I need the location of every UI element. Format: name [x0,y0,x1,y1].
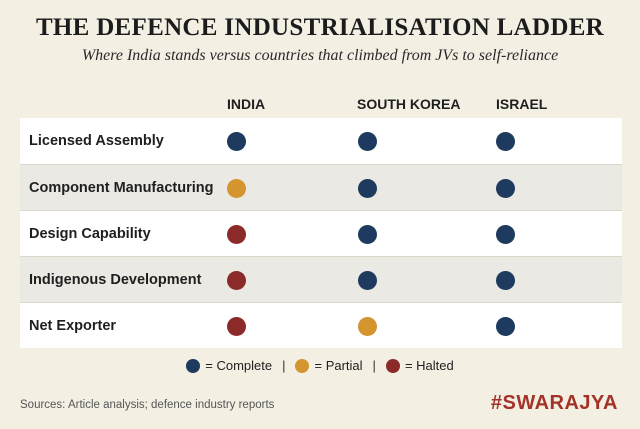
legend-label: = Complete [205,358,273,373]
legend-separator: | [282,358,286,373]
status-dot-partial [358,317,377,336]
sources-note: Sources: Article analysis; defence indus… [20,399,275,411]
row-label: Licensed Assembly [29,133,164,149]
ladder-table: Licensed Assembly Component Manufacturing… [20,118,622,348]
table-row: Design Capability [20,210,622,256]
legend-item-halted: = Halted [385,358,454,373]
brand-logo: #SWARAJYA [490,392,618,414]
column-header-israel: ISRAEL [496,96,548,120]
chart-subtitle: Where India stands versus countries that… [81,47,559,64]
chart-title: THE DEFENCE INDUSTRIALISATION LADDER [35,14,605,41]
status-dot-complete [358,179,377,198]
status-dot-complete [496,179,515,198]
status-dot-complete [496,271,515,290]
row-label: Component Manufacturing [29,180,214,196]
legend-item-complete: = Complete [186,358,272,373]
status-dot-complete [496,317,515,336]
legend-label: = Halted [404,358,454,373]
legend-label: = Partial [314,358,363,373]
legend-dot-halted [385,358,400,373]
status-dot-complete [496,132,515,151]
status-dot-complete [358,271,377,290]
status-dot-complete [358,225,377,244]
row-label: Indigenous Development [29,272,202,288]
column-header-india: INDIA [227,96,266,120]
row-label: Design Capability [29,226,151,242]
column-header-south-korea: SOUTH KOREA [357,96,461,120]
status-dot-partial [227,179,246,198]
legend-dot-complete [186,358,201,373]
table-row: Licensed Assembly [20,118,622,164]
legend-dot-partial [295,358,310,373]
status-dot-complete [358,132,377,151]
legend-separator: | [372,358,376,373]
table-row: Component Manufacturing [20,164,622,210]
status-dot-complete [227,132,246,151]
status-dot-halted [227,317,246,336]
status-dot-halted [227,225,246,244]
table-row: Indigenous Development [20,256,622,302]
legend: = Complete | = Partial | = Halted [0,358,640,373]
row-label: Net Exporter [29,318,117,334]
status-dot-complete [496,225,515,244]
legend-item-partial: = Partial [295,358,363,373]
table-row: Net Exporter [20,302,622,348]
status-dot-halted [227,271,246,290]
